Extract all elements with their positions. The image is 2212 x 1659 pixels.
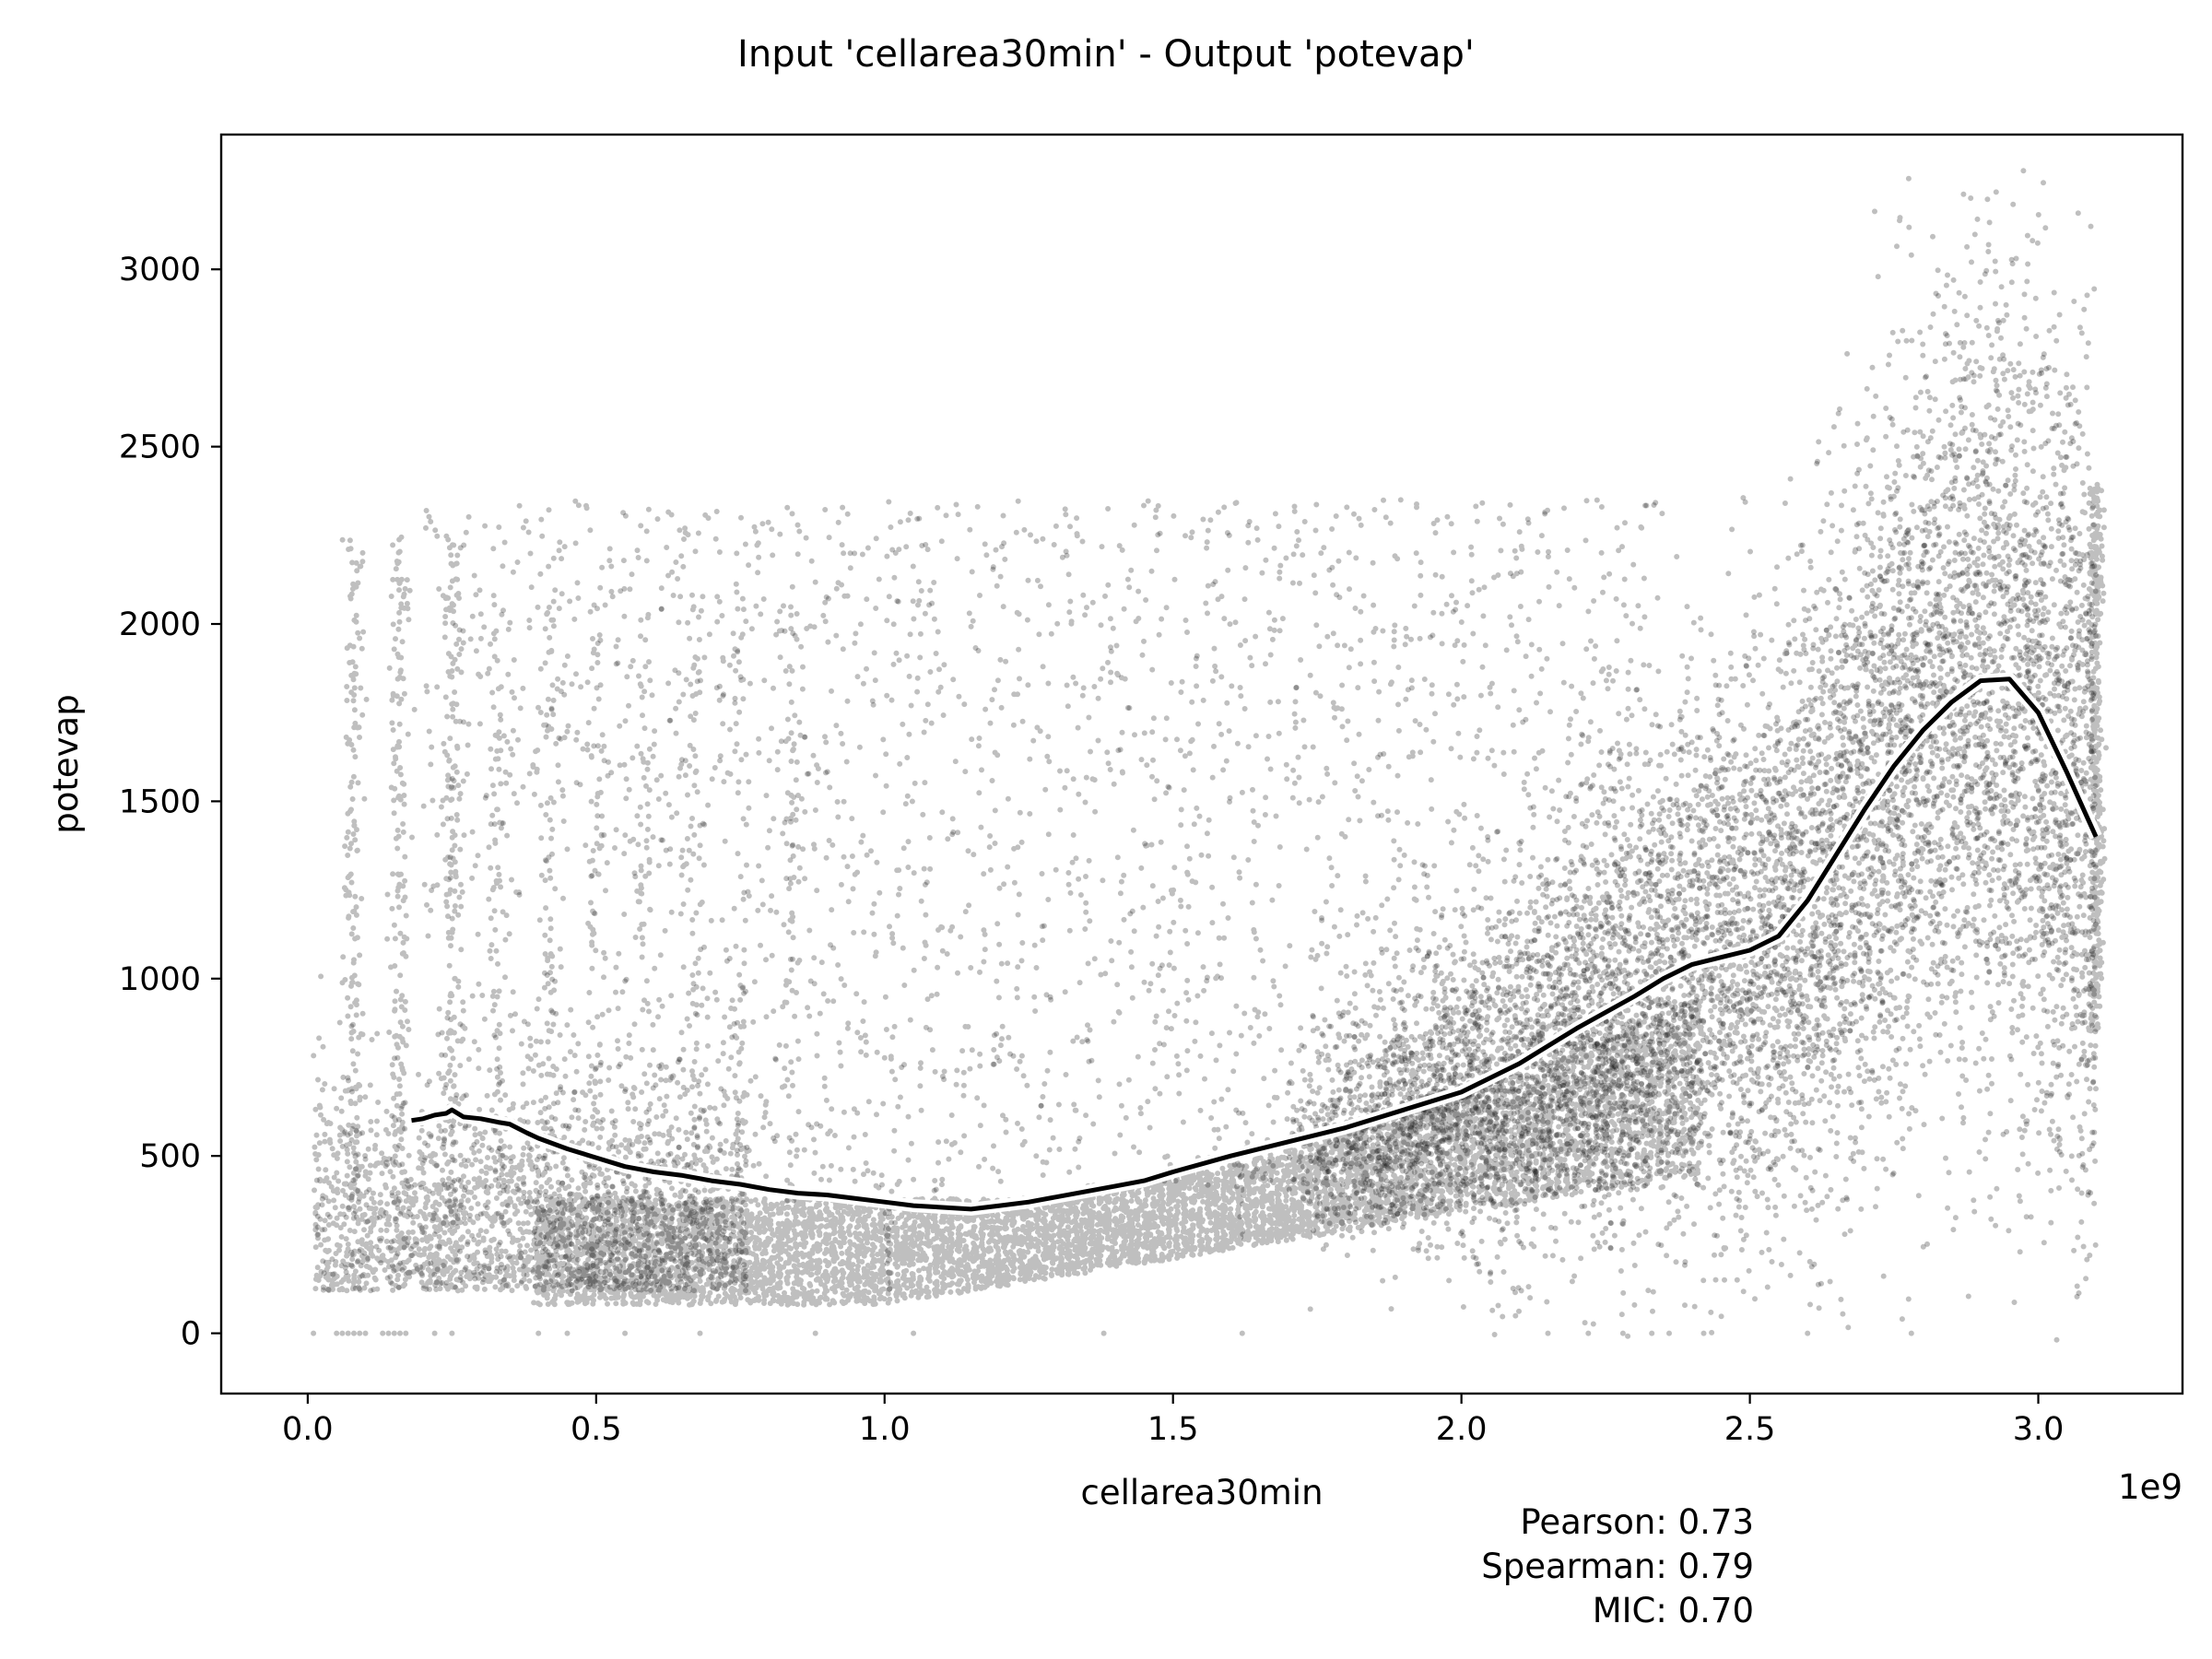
y-tick-label: 500	[139, 1138, 201, 1175]
x-tick-label: 0.0	[282, 1411, 334, 1448]
x-tick-label: 0.5	[571, 1411, 622, 1448]
x-tick-label: 3.0	[2013, 1411, 2065, 1448]
spearman-annotation: Spearman: 0.79	[1481, 1547, 1754, 1586]
scatter-point-cluster	[311, 201, 2110, 1339]
x-axis-label: cellarea30min	[1080, 1473, 1323, 1512]
x-tick-label: 2.0	[1436, 1411, 1488, 1448]
y-tick-label: 0	[181, 1316, 201, 1353]
x-axis-offset-label: 1e9	[2118, 1467, 2183, 1507]
plot-frame	[219, 133, 2184, 1395]
trend-line	[411, 677, 2099, 1212]
scatter-point-cluster	[312, 497, 1665, 1294]
scatter-point-cluster	[1287, 168, 2100, 1320]
x-tick-label: 1.5	[1147, 1411, 1199, 1448]
y-tick-label: 3000	[119, 252, 201, 288]
x-axis-ticks: 0.0 0.5 1.0 1.5 2.0 2.5 3.0	[282, 1394, 2064, 1448]
pearson-annotation: Pearson: 0.73	[1520, 1502, 1754, 1542]
chart-title: Input 'cellarea30min' - Output 'potevap'	[737, 33, 1475, 76]
scatter-point-cluster	[1293, 175, 2099, 1331]
trend-line-group	[410, 672, 2102, 1216]
x-tick-label: 1.0	[859, 1411, 911, 1448]
scatter-point-cluster	[530, 1195, 895, 1308]
y-axis-label: potevap	[46, 694, 86, 833]
scatter-point-cluster	[1234, 1041, 1603, 1248]
scatter-points	[311, 168, 2110, 1343]
y-tick-label: 2000	[119, 606, 201, 643]
scatter-point-cluster	[882, 1160, 1246, 1306]
y-axis-ticks: 0 500 1000 1500 2000 2500 3000	[119, 252, 221, 1353]
y-tick-label: 1500	[119, 783, 201, 820]
y-tick-label: 1000	[119, 961, 201, 998]
scatter-point-cluster	[311, 947, 1709, 1294]
y-tick-label: 2500	[119, 429, 201, 466]
x-tick-label: 2.5	[1724, 1411, 1776, 1448]
mic-annotation: MIC: 0.70	[1593, 1591, 1754, 1630]
